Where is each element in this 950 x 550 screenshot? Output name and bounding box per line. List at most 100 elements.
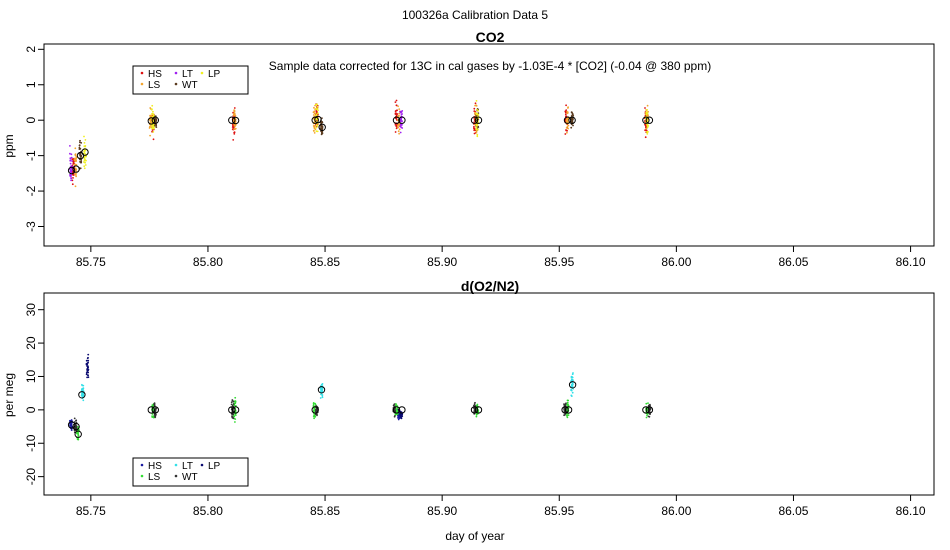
co2-point-lp xyxy=(646,131,649,134)
co2-point-hs xyxy=(644,136,647,139)
o2n2-point-wt xyxy=(563,414,565,417)
co2-point-lp xyxy=(153,114,155,117)
co2-point-lp xyxy=(475,126,478,129)
o2n2-point-ls xyxy=(234,396,237,399)
o2n2-point-ls xyxy=(234,411,237,413)
co2-y-axis: -3 -2 -1 0 1 2 xyxy=(24,46,44,232)
co2-point-lt xyxy=(69,145,71,147)
o2n2-point-lt xyxy=(81,387,84,390)
o2n2-point-ls xyxy=(234,418,237,420)
co2-point-lt xyxy=(69,152,71,155)
o2n2-point-wt xyxy=(230,401,233,404)
co2-y-tick-label: 0 xyxy=(24,117,38,124)
o2n2-point-ls xyxy=(314,415,317,418)
co2-point-lt xyxy=(69,168,71,171)
co2-point-ls xyxy=(75,156,78,158)
co2-point-ls xyxy=(149,134,152,137)
o2n2-point-ls xyxy=(234,421,236,423)
o2n2-point-wt xyxy=(315,408,318,410)
o2n2-point-ls xyxy=(646,414,648,417)
co2-point-hs xyxy=(395,127,398,130)
co2-point-hs xyxy=(232,139,235,141)
o2n2-point-lt xyxy=(321,396,324,399)
co2-point-lp xyxy=(316,105,319,108)
co2-point-lt xyxy=(70,177,72,179)
co2-panel-title: CO2 xyxy=(476,29,505,45)
o2n2-mean-marker xyxy=(231,406,240,414)
co2-point-lp xyxy=(476,113,478,115)
co2-point-hs xyxy=(395,109,398,112)
co2-point-wt xyxy=(570,111,573,114)
co2-point-lp xyxy=(646,124,649,127)
co2-mean-marker xyxy=(81,148,89,156)
co2-point-lt xyxy=(401,120,404,122)
co2-legend-marker-lp xyxy=(200,71,204,75)
co2-point-lp xyxy=(152,113,155,115)
co2-legend-marker-ls xyxy=(140,82,144,86)
o2n2-y-tick-label: -20 xyxy=(24,468,38,486)
co2-point-hs xyxy=(72,174,75,177)
o2n2-mean-marker xyxy=(78,391,86,399)
o2n2-mean-marker xyxy=(311,406,319,414)
o2n2-point-ls xyxy=(645,402,648,405)
o2n2-point-ls xyxy=(233,415,236,418)
co2-point-wt xyxy=(571,112,574,115)
o2n2-point-ls xyxy=(566,416,569,419)
co2-mean-marker xyxy=(642,116,650,124)
co2-point-hs xyxy=(71,158,74,161)
o2n2-point-lt xyxy=(82,399,85,402)
o2n2-point-wt xyxy=(153,402,156,405)
o2n2-point-ls xyxy=(396,409,398,412)
co2-point-hs xyxy=(565,104,567,107)
co2-point-ls xyxy=(233,110,236,112)
co2-point-lp xyxy=(475,123,478,126)
co2-point-ls xyxy=(313,110,316,113)
co2-mean-marker xyxy=(398,116,406,124)
co2-point-lp xyxy=(83,167,86,170)
co2-point-hs xyxy=(395,99,398,102)
o2n2-point-lt xyxy=(571,391,574,394)
co2-point-ls xyxy=(475,104,477,107)
o2n2-point-wt xyxy=(231,416,234,419)
o2n2-y-tick-label: 0 xyxy=(24,406,38,413)
o2n2-mean-marker xyxy=(147,406,156,414)
co2-y-tick-label: -1 xyxy=(24,150,38,161)
o2n2-legend-marker-lp xyxy=(200,463,204,467)
o2n2-mean-marker xyxy=(642,406,650,414)
co2-point-ls xyxy=(148,126,151,128)
co2-point-wt xyxy=(80,155,82,158)
o2n2-point-ls xyxy=(314,402,316,405)
co2-point-lt xyxy=(70,169,72,172)
o2n2-point-wt xyxy=(230,406,233,409)
co2-panel: CO2 Sample data corrected for 13C in cal… xyxy=(2,29,935,269)
o2n2-point-hs xyxy=(70,425,73,427)
o2n2-point-ls xyxy=(313,417,315,420)
co2-point-hs xyxy=(644,107,646,109)
co2-point-lp xyxy=(477,114,480,116)
co2-mean-marker xyxy=(151,116,160,124)
co2-point-ls xyxy=(233,128,236,131)
o2n2-legend-marker-lt xyxy=(174,463,178,467)
o2n2-point-lp xyxy=(86,365,89,368)
co2-point-ls xyxy=(566,112,569,114)
co2-point-ls xyxy=(312,129,315,132)
co2-point-wt xyxy=(570,115,573,117)
o2n2-mean-marker xyxy=(645,406,654,414)
co2-point-wt xyxy=(320,124,323,127)
co2-point-hs xyxy=(474,102,477,105)
co2-points xyxy=(69,99,650,188)
co2-point-ls xyxy=(398,132,400,135)
co2-point-hs xyxy=(72,163,75,165)
co2-point-lp xyxy=(315,117,318,120)
o2n2-point-lt xyxy=(81,384,84,387)
o2n2-legend-label-hs: HS xyxy=(148,461,162,472)
co2-legend-marker-hs xyxy=(140,71,144,75)
co2-point-wt xyxy=(571,120,574,123)
co2-legend-marker-wt xyxy=(174,82,178,86)
co2-point-hs xyxy=(394,124,397,126)
o2n2-mean-marker xyxy=(470,406,479,414)
o2n2-point-ls xyxy=(566,401,569,404)
o2n2-x-tick-label: 85.95 xyxy=(544,504,574,518)
